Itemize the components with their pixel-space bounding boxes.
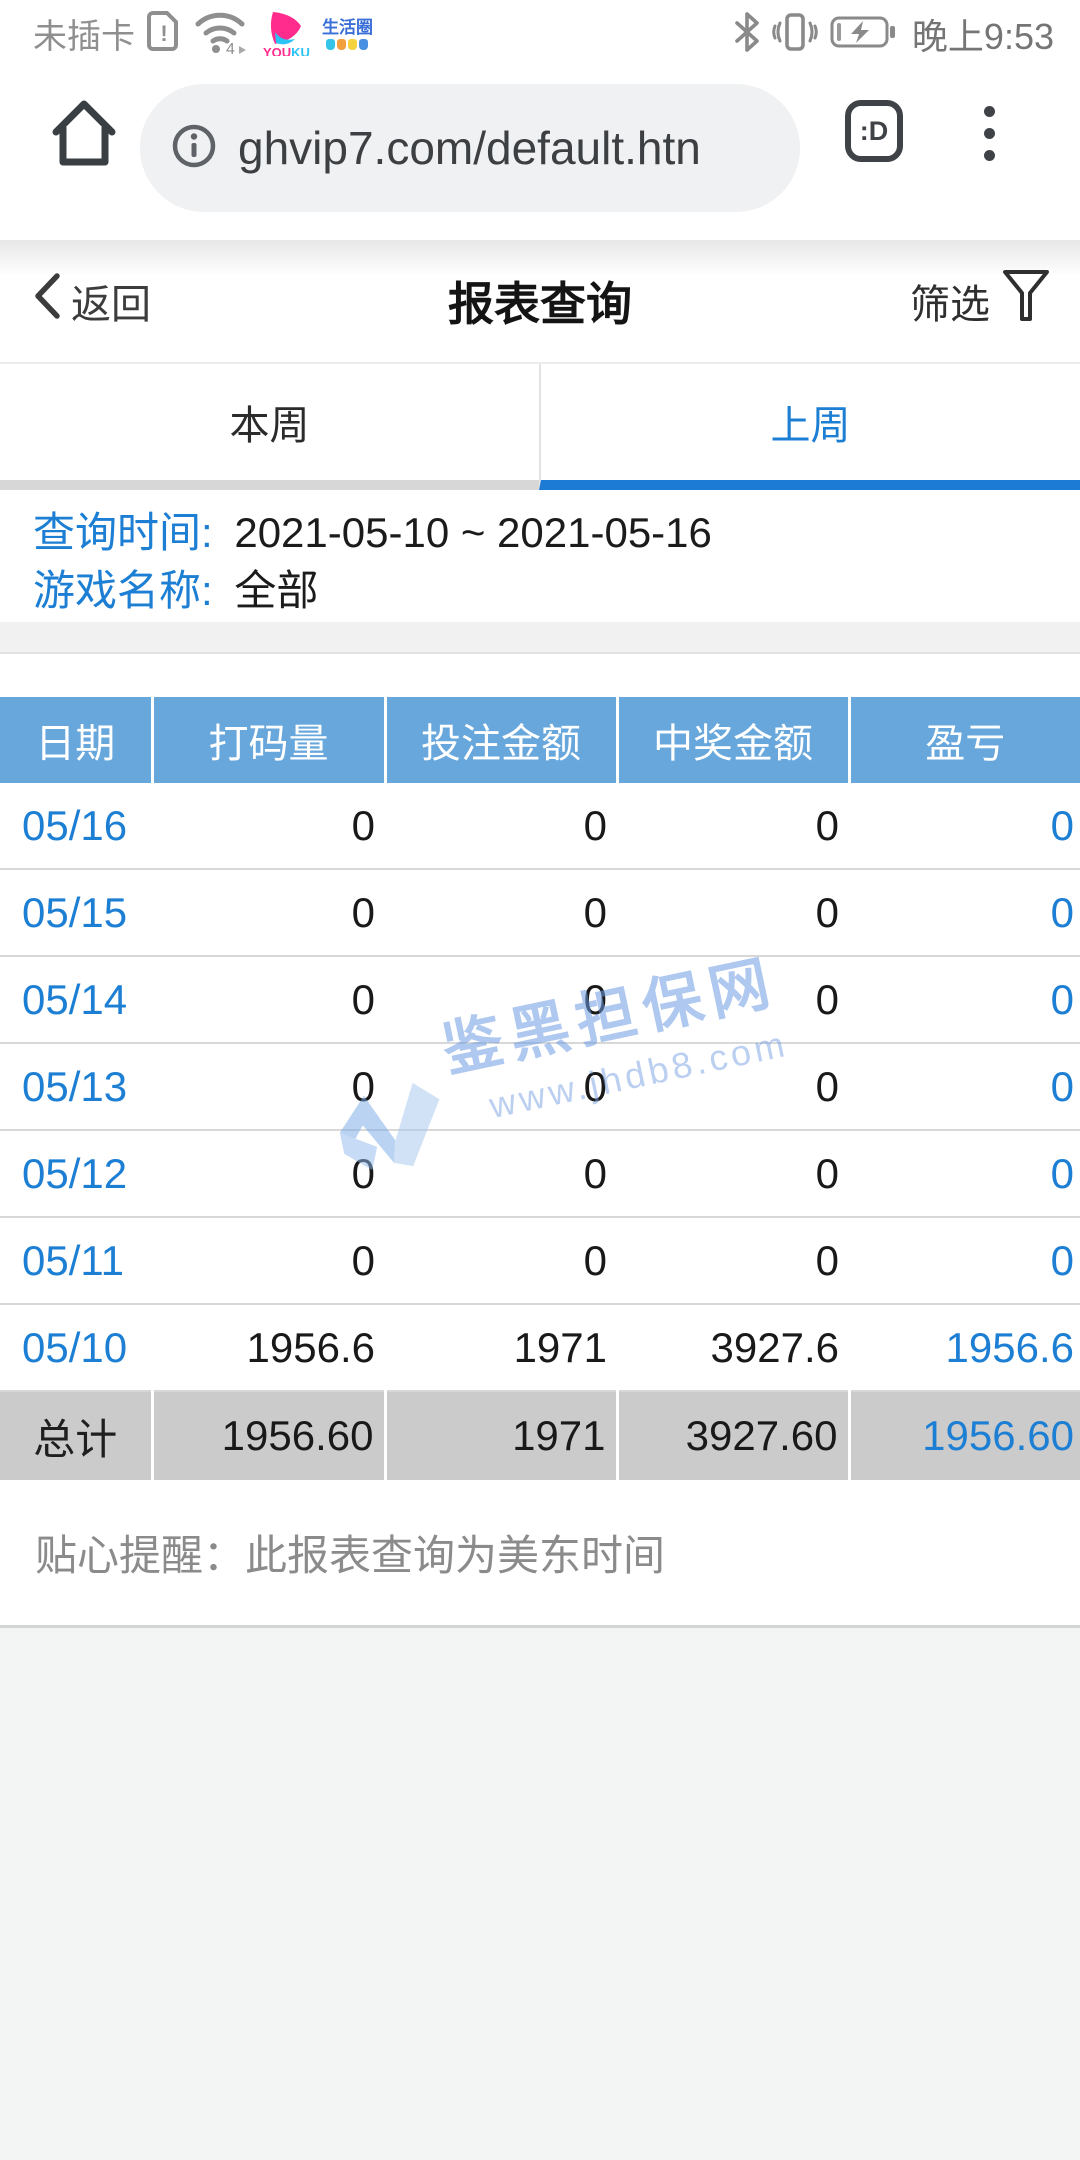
- bet-cell: 0: [385, 869, 617, 957]
- date-link[interactable]: 05/13: [0, 1043, 152, 1131]
- wager-cell: 0: [152, 783, 385, 870]
- filter-button[interactable]: 筛选: [910, 240, 1050, 362]
- table-row: 05/12 0 0 0 0: [0, 1130, 1080, 1218]
- query-time-label: 查询时间:: [33, 509, 213, 556]
- reminder-note: 贴心提醒：此报表查询为美东时间: [0, 1480, 1080, 1628]
- wager-cell: 0: [152, 1043, 385, 1131]
- wager-cell: 0: [152, 1130, 385, 1218]
- no-sim-label: 未插卡: [33, 18, 135, 56]
- bet-cell: 0: [385, 783, 617, 870]
- bet-cell: 0: [385, 1130, 617, 1218]
- table-row: 05/10 1956.6 1971 3927.6 1956.6: [0, 1304, 1080, 1392]
- browser-menu-button[interactable]: [984, 106, 995, 161]
- col-header-wager: 打码量: [150, 697, 385, 783]
- wager-cell: 0: [152, 1217, 385, 1305]
- shenghuoquan-app-icon: 生活圈: [322, 19, 373, 50]
- date-link[interactable]: 05/11: [0, 1217, 152, 1305]
- page-info-icon[interactable]: [170, 122, 218, 175]
- week-tabs: 本周 上周: [0, 362, 1080, 490]
- tab-this-week[interactable]: 本周: [0, 364, 539, 490]
- query-info: 查询时间: 2021-05-10 ~ 2021-05-16 游戏名称: 全部: [0, 490, 1080, 622]
- profit-cell: 0: [849, 783, 1080, 870]
- profit-cell: 0: [849, 869, 1080, 957]
- bet-cell: 0: [385, 1217, 617, 1305]
- table-total-row: 总计 1956.60 1971 3927.60 1956.60: [0, 1391, 1080, 1480]
- win-cell: 0: [617, 1130, 849, 1218]
- status-bar: 未插卡 ! 4 YOUKU: [0, 0, 1080, 59]
- url-text[interactable]: ghvip7.com/default.htn: [238, 122, 701, 174]
- wifi-icon: 4: [193, 8, 251, 59]
- wager-cell: 1956.6: [152, 1304, 385, 1392]
- chevron-left-icon: [33, 273, 61, 329]
- bet-cell: 0: [385, 956, 617, 1044]
- win-cell: 0: [617, 869, 849, 957]
- game-name-label: 游戏名称:: [33, 567, 213, 614]
- total-win: 3927.60: [615, 1391, 849, 1480]
- url-bar[interactable]: ghvip7.com/default.htn: [140, 84, 800, 212]
- profit-cell: 0: [849, 956, 1080, 1044]
- date-link[interactable]: 05/16: [0, 783, 152, 870]
- col-header-date: 日期: [0, 697, 152, 783]
- total-profit: 1956.60: [847, 1391, 1080, 1480]
- table-row: 05/14 0 0 0 0: [0, 956, 1080, 1044]
- youku-app-icon: YOUKU: [263, 10, 310, 59]
- wager-cell: 0: [152, 869, 385, 957]
- sim-alert-icon: !: [147, 10, 181, 57]
- game-name-value: 全部: [234, 567, 319, 614]
- win-cell: 0: [617, 783, 849, 870]
- win-cell: 0: [617, 1217, 849, 1305]
- funnel-icon: [1002, 269, 1050, 333]
- win-cell: 3927.6: [617, 1304, 849, 1392]
- query-time-value: 2021-05-10 ~ 2021-05-16: [234, 509, 712, 556]
- table-row: 05/15 0 0 0 0: [0, 869, 1080, 957]
- vibrate-icon: [772, 11, 818, 58]
- profit-cell: 0: [849, 1217, 1080, 1305]
- win-cell: 0: [617, 1043, 849, 1131]
- bet-cell: 0: [385, 1043, 617, 1131]
- date-link[interactable]: 05/10: [0, 1304, 152, 1392]
- wifi-badge-text: 4: [226, 41, 235, 54]
- back-label: 返回: [71, 283, 151, 327]
- win-cell: 0: [617, 956, 849, 1044]
- tab-count-text: :D: [859, 115, 889, 146]
- col-header-bet-amount: 投注金额: [383, 697, 617, 783]
- wager-cell: 0: [152, 956, 385, 1044]
- table-row: 05/16 0 0 0 0: [0, 783, 1080, 870]
- date-link[interactable]: 05/14: [0, 956, 152, 1044]
- clock-text: 晚上9:53: [911, 16, 1054, 57]
- spacer: [0, 654, 1080, 697]
- total-label: 总计: [0, 1391, 152, 1480]
- profit-cell: 0: [849, 1043, 1080, 1131]
- profit-cell: 1956.6: [849, 1304, 1080, 1392]
- table-row: 05/11 0 0 0 0: [0, 1217, 1080, 1305]
- total-wager: 1956.60: [150, 1391, 385, 1480]
- back-button[interactable]: 返回: [33, 240, 151, 362]
- tab-last-week[interactable]: 上周: [539, 364, 1080, 490]
- total-bet: 1971: [383, 1391, 617, 1480]
- table-header-row: 日期 打码量 投注金额 中奖金额 盈亏: [0, 697, 1080, 783]
- empty-background: [0, 1628, 1080, 2160]
- date-link[interactable]: 05/12: [0, 1130, 152, 1218]
- profit-cell: 0: [849, 1130, 1080, 1218]
- svg-text:!: !: [160, 21, 167, 46]
- section-divider: [0, 622, 1080, 654]
- browser-toolbar: ghvip7.com/default.htn :D: [0, 56, 1080, 240]
- date-link[interactable]: 05/15: [0, 869, 152, 957]
- bet-cell: 1971: [385, 1304, 617, 1392]
- home-button[interactable]: [50, 94, 118, 175]
- bluetooth-icon: [734, 11, 760, 58]
- table-row: 05/13 0 0 0 0: [0, 1043, 1080, 1131]
- page-title: 报表查询: [448, 278, 632, 330]
- page-header: 返回 报表查询 筛选: [0, 240, 1080, 362]
- col-header-win-amount: 中奖金额: [615, 697, 849, 783]
- filter-label: 筛选: [910, 283, 990, 327]
- col-header-profit: 盈亏: [847, 697, 1080, 783]
- tab-switcher-button[interactable]: :D: [845, 100, 903, 162]
- report-table: 日期 打码量 投注金额 中奖金额 盈亏 05/16 0 0 0 0 05/15 …: [0, 697, 1080, 1480]
- battery-charging-icon: [830, 15, 896, 54]
